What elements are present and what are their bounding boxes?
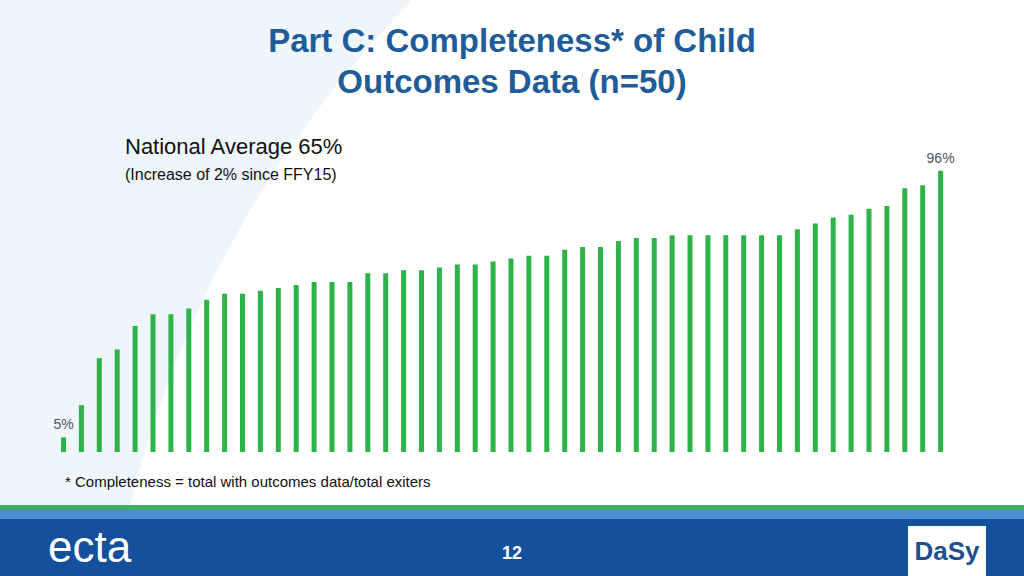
html-text:DaSy: DaSy [914,535,980,566]
svg-text:96%: 96% [927,150,955,166]
html-text:Part C: Completeness* of Child: Part C: Completeness* of Child Outcomes … [268,22,756,100]
html-text:(Increase of 2% since FFY15): (Increase of 2% since FFY15) [125,166,337,183]
html-text:National Average 65%: National Average 65% [125,134,343,159]
html-text:* Completeness = total with ou: * Completeness = total with outcomes dat… [65,473,431,490]
svg-text:5%: 5% [53,416,73,432]
html-text:ecta: ecta [48,522,132,571]
html-text:12: 12 [502,543,522,563]
